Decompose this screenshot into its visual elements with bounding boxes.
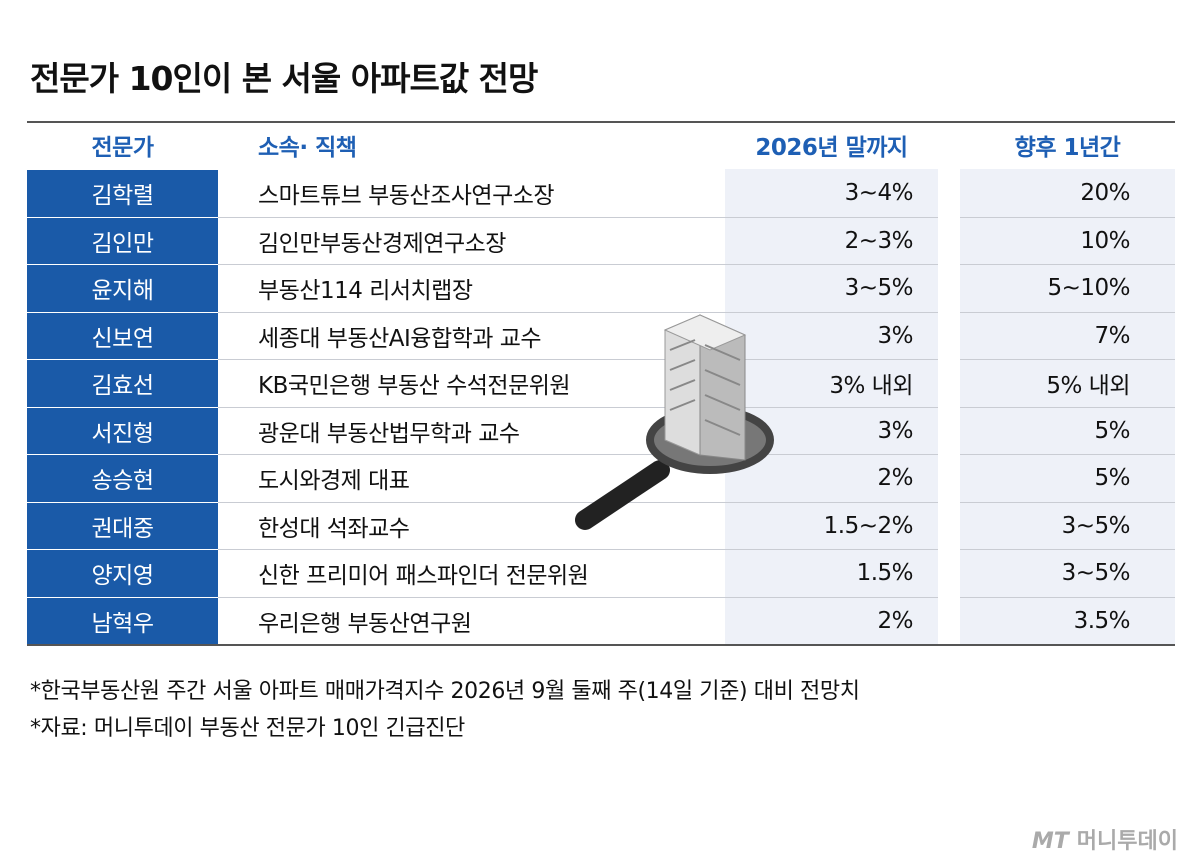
- forecast: 5%: [960, 454, 1175, 502]
- forecast: 5~10%: [960, 264, 1175, 312]
- forecast: 3% 내외: [725, 359, 938, 407]
- title: 전문가 10인이 본 서울 아파트값 전망: [30, 59, 538, 98]
- expert-name: 권대중: [27, 501, 218, 549]
- affiliation: 우리은행 부동산연구원: [218, 596, 725, 645]
- expert-name: 신보연: [27, 311, 218, 359]
- expert-name: 김학렬: [27, 169, 218, 217]
- forecast: 2%: [725, 596, 938, 644]
- forecast: 1.5~2%: [725, 501, 938, 549]
- bottom-rule: [27, 644, 1175, 646]
- forecast: 5%: [960, 406, 1175, 454]
- affiliation: 신한 프리미어 패스파인더 전문위원: [218, 549, 725, 597]
- forecast: 3.5%: [960, 596, 1175, 644]
- affiliation: 김인만부동산경제연구소장: [218, 216, 725, 265]
- forecast: 3~5%: [960, 549, 1175, 597]
- footnote: *한국부동산원 주간 서울 아파트 매매가격지수 2026년 9월 둘째 주(1…: [30, 679, 860, 704]
- forecast: 2%: [725, 454, 938, 502]
- expert-name: 서진형: [27, 406, 218, 454]
- affiliation: KB국민은행 부동산 수석전문위원: [218, 359, 725, 407]
- expert-name: 남혁우: [27, 596, 218, 644]
- watermark-logo: MT: [1031, 829, 1069, 854]
- forecast: 1.5%: [725, 549, 938, 597]
- expert-name: 송승현: [27, 454, 218, 502]
- expert-name: 김인만: [27, 216, 218, 264]
- watermark-name: 머니투데이: [1076, 829, 1178, 854]
- forecast: 20%: [960, 169, 1175, 217]
- affiliation: 스마트튜브 부동산조사연구소장: [258, 182, 555, 209]
- column-header: 향후 1년간: [1014, 135, 1121, 161]
- forecast: 3~5%: [725, 264, 938, 312]
- affiliation: 부동산114 리서치랩장: [218, 264, 725, 312]
- forecast: 3~4%: [725, 169, 938, 217]
- forecast: 2~3%: [725, 216, 938, 264]
- affiliation: 도시와경제 대표: [218, 454, 725, 502]
- footnote: *자료: 머니투데이 부동산 전문가 10인 긴급진단: [30, 716, 465, 741]
- forecast: 5% 내외: [960, 359, 1175, 407]
- forecast: 3%: [725, 406, 938, 454]
- expert-name: 양지영: [27, 549, 218, 597]
- forecast: 10%: [960, 216, 1175, 264]
- forecast: 3%: [725, 311, 938, 359]
- top-rule: [27, 121, 1175, 123]
- affiliation: 광운대 부동산법무학과 교수: [218, 406, 725, 455]
- column-header: 소속· 직책: [258, 135, 357, 161]
- affiliation: 한성대 석좌교수: [218, 501, 725, 550]
- watermark: MT 머니투데이: [1032, 823, 1178, 855]
- expert-name: 김효선: [27, 359, 218, 407]
- expert-name: 윤지해: [27, 264, 218, 312]
- affiliation: 세종대 부동산AI융합학과 교수: [218, 311, 725, 360]
- forecast: 3~5%: [960, 501, 1175, 549]
- forecast: 7%: [960, 311, 1175, 359]
- column-header: 2026년 말까지: [755, 135, 908, 161]
- column-header: 전문가: [91, 135, 154, 161]
